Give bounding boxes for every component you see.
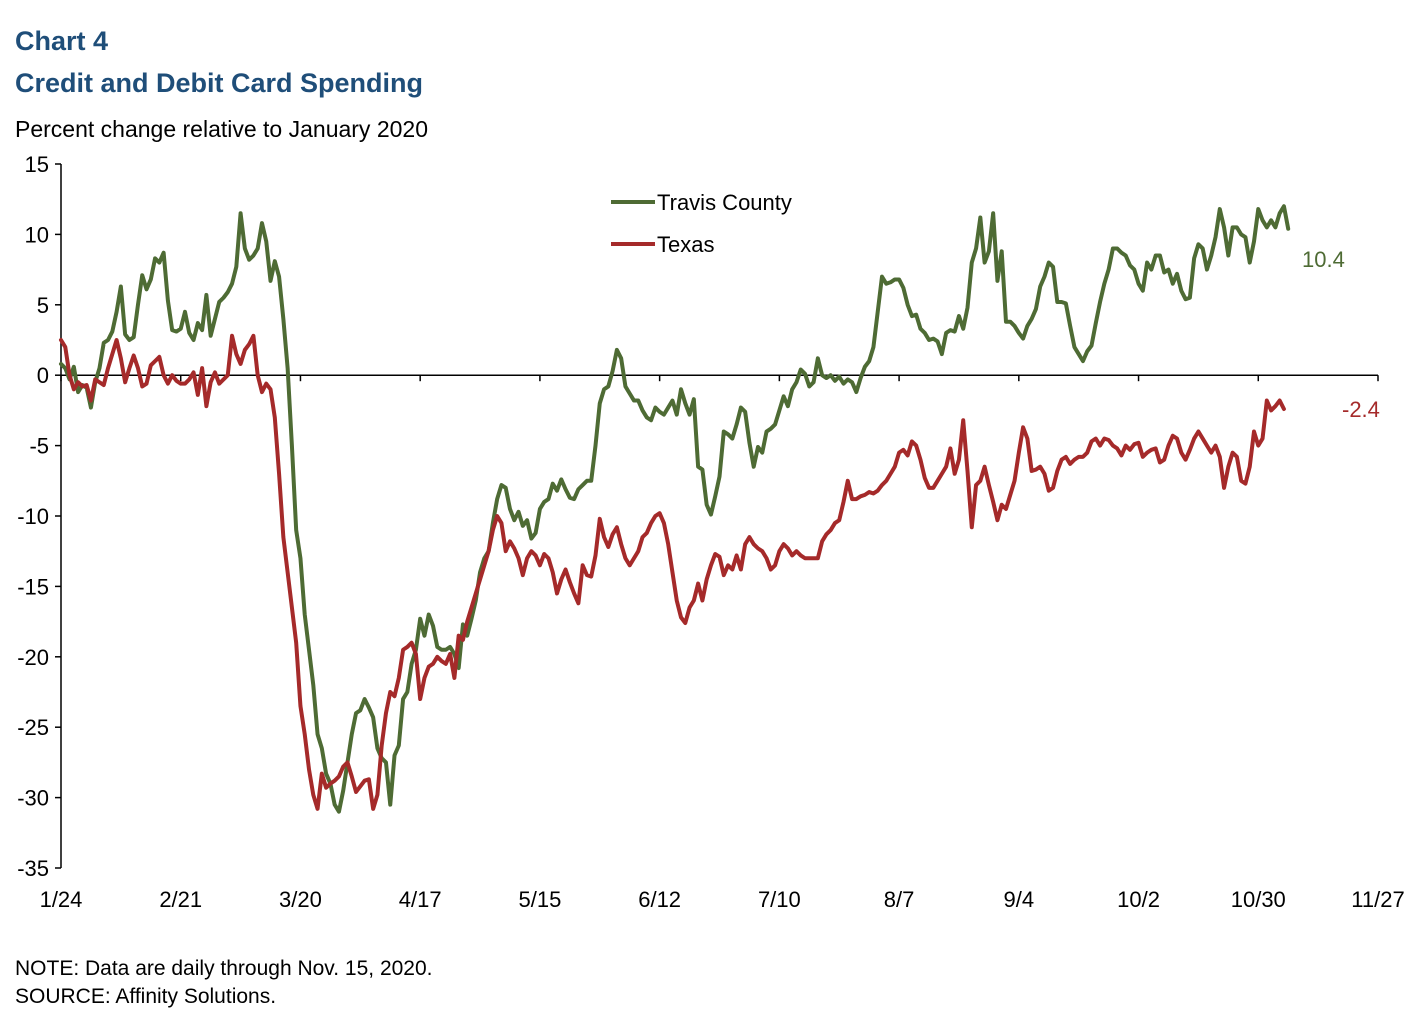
travis-county-line bbox=[59, 204, 1291, 814]
x-tick-label: 1/24 bbox=[40, 887, 83, 912]
y-tick-label: -5 bbox=[29, 434, 49, 459]
x-tick-label: 9/4 bbox=[1004, 887, 1035, 912]
footer-source: SOURCE: Affinity Solutions. bbox=[15, 985, 277, 1008]
x-tick-label: 5/15 bbox=[518, 887, 561, 912]
x-tick-label: 10/2 bbox=[1117, 887, 1160, 912]
y-tick-label: 15 bbox=[25, 152, 49, 177]
legend-travis-county: Travis County bbox=[611, 190, 792, 215]
travis-end-label: 10.4 bbox=[1302, 247, 1345, 272]
x-tick-label: 4/17 bbox=[399, 887, 442, 912]
x-tick-label: 6/12 bbox=[638, 887, 681, 912]
y-tick-label: -15 bbox=[17, 574, 49, 599]
x-tick-label: 7/10 bbox=[758, 887, 801, 912]
y-tick-label: -10 bbox=[17, 504, 49, 529]
x-tick-label: 11/27 bbox=[1351, 887, 1404, 912]
end-labels: 10.4 -2.4 bbox=[1302, 247, 1380, 422]
footer-note: NOTE: Data are daily through Nov. 15, 20… bbox=[15, 957, 433, 980]
series-lines bbox=[59, 204, 1291, 814]
units-label: Percent change relative to January 2020 bbox=[15, 116, 428, 142]
y-tick-label: 5 bbox=[37, 293, 49, 318]
x-tick-label: 2/21 bbox=[159, 887, 202, 912]
y-tick-label: 0 bbox=[37, 363, 49, 388]
x-tick-label: 10/30 bbox=[1231, 887, 1286, 912]
y-tick-label: 10 bbox=[25, 222, 49, 247]
chart-title: Credit and Debit Card Spending bbox=[15, 68, 424, 98]
y-tick-label: -25 bbox=[17, 715, 49, 740]
chart-plot: 15 10 5 0 -5 -10 -15 -20 -25 -30 -35 1/24 2/21 3/20 4… bbox=[17, 152, 1405, 912]
legend-label: Texas bbox=[657, 232, 714, 257]
texas-line bbox=[59, 333, 1286, 811]
legend-label: Travis County bbox=[657, 190, 792, 215]
texas-end-label: -2.4 bbox=[1342, 397, 1380, 422]
y-tick-label: -20 bbox=[17, 645, 49, 670]
x-axis: 1/24 2/21 3/20 4/17 5/15 6/12 7/10 8/7 9/4 10/2 10… bbox=[40, 374, 1405, 912]
chart-number: Chart 4 bbox=[15, 26, 109, 56]
x-tick-label: 8/7 bbox=[884, 887, 915, 912]
legend-texas: Texas bbox=[611, 232, 714, 257]
y-tick-label: -30 bbox=[17, 786, 49, 811]
y-tick-label: -35 bbox=[17, 856, 49, 881]
legend: Travis County Texas bbox=[611, 190, 792, 257]
y-axis: 15 10 5 0 -5 -10 -15 -20 -25 -30 -35 bbox=[17, 152, 62, 881]
x-tick-label: 3/20 bbox=[279, 887, 322, 912]
